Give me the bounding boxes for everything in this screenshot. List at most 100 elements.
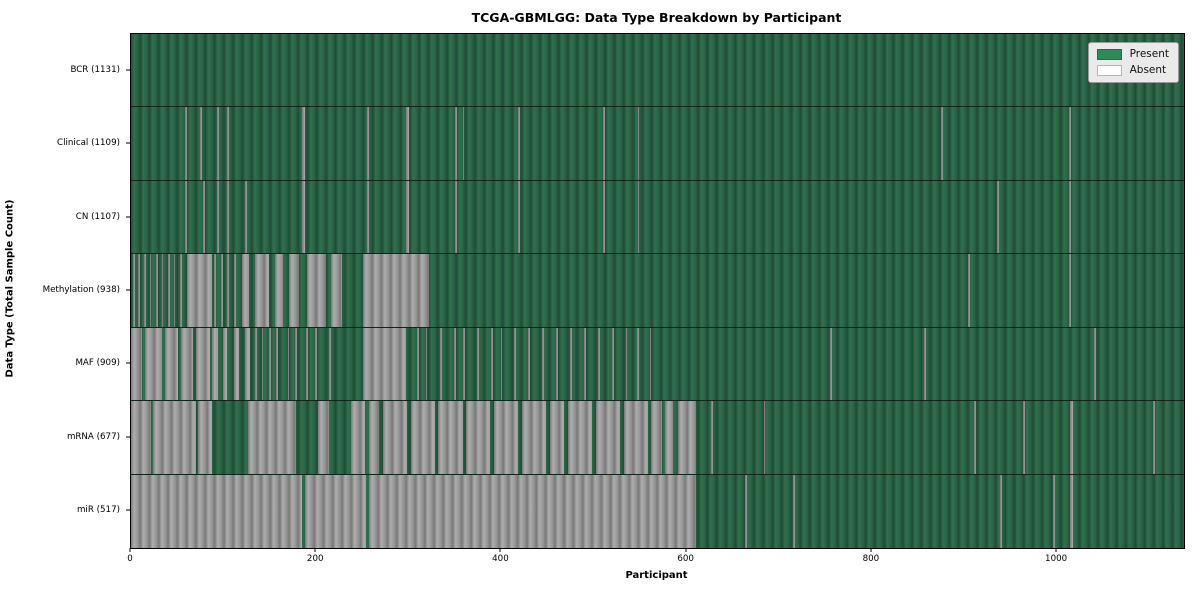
plot-area: Present Absent [130,33,1185,549]
y-axis-ticks: BCR (1131) Clinical (1109) CN (1107) Methyl… [0,33,130,547]
absent-segment [623,401,648,474]
absent-segment [665,401,673,474]
absent-segment [143,254,146,327]
absent-segment [462,107,465,180]
row-band-Methylation [131,254,1184,328]
legend-absent-swatch [1096,65,1122,76]
y-tick-label: CN (1107) [75,211,120,222]
absent-segment [255,254,269,327]
x-tick-mark [685,548,687,552]
x-tick-mark [129,548,131,552]
absent-segment [287,327,290,401]
absent-segment [195,327,210,401]
absent-segment [941,107,944,180]
absent-segment [1022,401,1025,474]
x-tick-label: 200 [306,554,324,564]
absent-segment [466,401,491,474]
absent-segment [636,327,639,401]
absent-segment [268,327,271,401]
absent-segment [212,327,219,401]
absent-segment [1153,401,1156,474]
absent-segment [329,327,332,401]
row-band-Clinical [131,107,1184,181]
absent-segment [149,254,152,327]
y-tick-label: MAF (909) [75,358,120,369]
x-tick-mark [1055,548,1057,552]
absent-segment [1069,254,1071,327]
absent-segment [131,401,152,474]
absent-segment [406,180,409,254]
x-tick-label: 600 [677,554,694,564]
absent-segment [1070,401,1073,474]
absent-segment [217,180,219,254]
absent-segment [1069,107,1071,180]
y-tick-mark [126,509,130,511]
absent-segment [649,327,652,401]
absent-segment [999,474,1002,548]
y-tick-mark [126,216,130,218]
absent-segment [255,327,257,401]
absent-segment [186,254,212,327]
absent-segment [363,254,430,327]
absent-segment [438,401,463,474]
absent-segment [367,107,369,180]
absent-segment [306,254,327,327]
absent-segment [491,327,494,401]
absent-segment [184,180,187,254]
absent-segment [233,254,236,327]
absent-segment [611,327,614,401]
x-tick-label: 800 [862,554,880,564]
absent-segment [131,474,303,548]
absent-segment [996,180,999,254]
x-tick-mark [870,548,872,552]
absent-segment [220,254,223,327]
absent-segment [1094,327,1096,401]
absent-segment [294,327,297,401]
chart-title: TCGA-GBMLGG: Data Type Breakdown by Part… [471,10,842,25]
absent-segment [625,327,628,401]
absent-segment [274,254,283,327]
legend-item-present: Present [1096,49,1169,60]
absent-segment [331,254,343,327]
absent-segment [318,401,330,474]
absent-segment [603,180,606,254]
y-tick-label: Clinical (1109) [57,138,120,149]
absent-segment [156,254,158,327]
y-tick-mark [126,362,130,364]
absent-segment [417,327,419,401]
absent-segment [494,401,519,474]
absent-segment [369,401,380,474]
y-tick-label: Methylation (938) [42,285,120,295]
absent-segment [173,254,176,327]
absent-segment [710,401,713,474]
absent-segment [227,180,230,254]
absent-segment [184,107,187,180]
absent-segment [227,254,230,327]
absent-segment [138,254,141,327]
absent-segment [583,327,586,401]
absent-segment [568,401,593,474]
absent-segment [549,401,565,474]
absent-segment [315,327,318,401]
absent-segment [132,254,135,327]
absent-segment [217,107,219,180]
absent-segment [528,327,531,401]
absent-segment [306,327,308,401]
legend-item-absent: Absent [1096,65,1169,76]
absent-segment [477,327,480,401]
absent-segment [131,327,143,401]
absent-segment [302,107,306,180]
absent-segment [595,401,620,474]
absent-segment [214,254,217,327]
absent-segment [168,254,170,327]
absent-segment [745,474,747,548]
absent-segment [261,327,264,401]
absent-segment [923,327,926,401]
row-band-miR [131,474,1184,548]
y-tick-label: BCR (1131) [70,64,120,75]
absent-segment [556,327,558,401]
absent-segment [455,180,457,254]
absent-segment [1069,180,1071,254]
row-band-CN [131,180,1184,255]
